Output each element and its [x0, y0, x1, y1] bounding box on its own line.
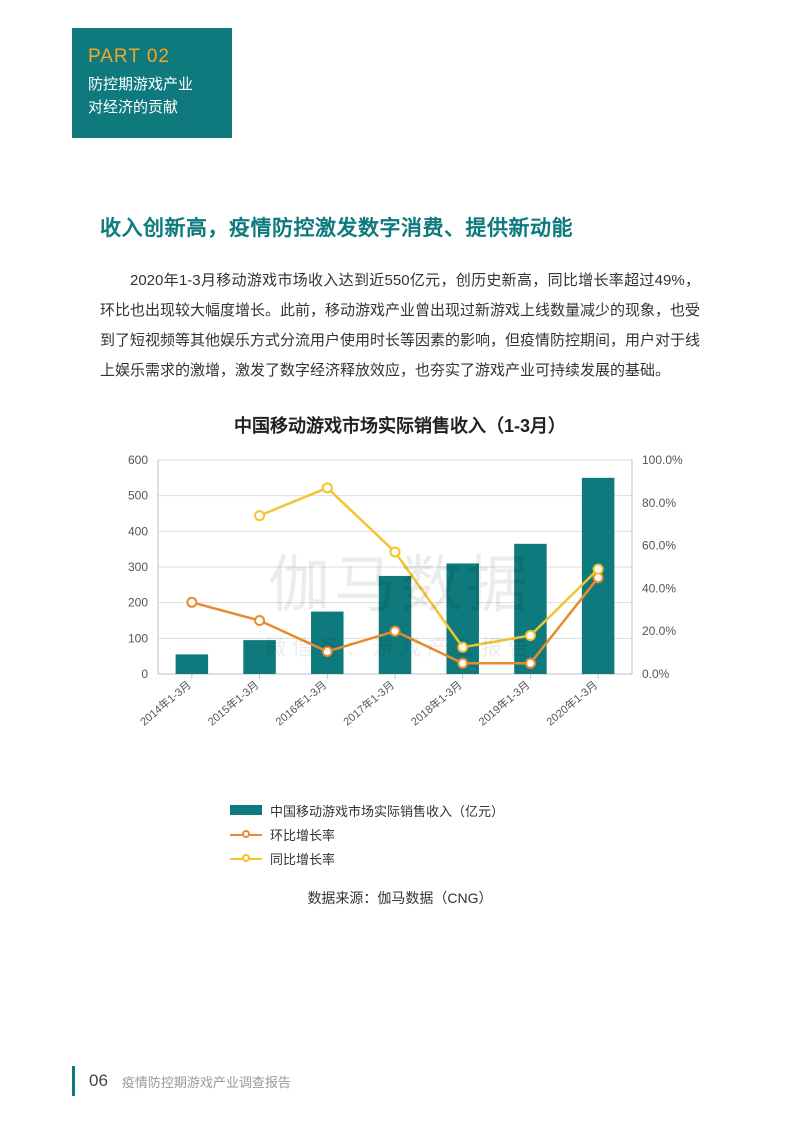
svg-text:80.0%: 80.0%: [642, 496, 676, 510]
svg-text:0.0%: 0.0%: [642, 667, 670, 681]
page-footer: 06 疫情防控期游戏产业调查报告: [72, 1066, 291, 1096]
svg-text:2016年1-3月: 2016年1-3月: [272, 678, 329, 729]
svg-text:500: 500: [128, 489, 148, 503]
legend-swatch-line-qoq: [230, 829, 262, 839]
footer-title: 疫情防控期游戏产业调查报告: [122, 1072, 291, 1091]
chart-container: 0 100 200 300 400 500 600 0.0% 20.0% 40.0% 60.0% 80…: [100, 450, 700, 790]
page-number: 06: [89, 1071, 108, 1091]
svg-text:2014年1-3月: 2014年1-3月: [137, 678, 194, 729]
part-subtitle: 防控期游戏产业 对经济的贡献: [88, 74, 216, 119]
main-content: 收入创新高，疫情防控激发数字消费、提供新动能 2020年1-3月移动游戏市场收入…: [100, 212, 700, 908]
part-header: PART 02 防控期游戏产业 对经济的贡献: [72, 28, 232, 138]
legend-swatch-line-yoy: [230, 853, 262, 863]
legend-swatch-bar: [230, 805, 262, 815]
revenue-chart: 0 100 200 300 400 500 600 0.0% 20.0% 40.0% 60.0% 80…: [100, 450, 700, 780]
chart-title: 中国移动游戏市场实际销售收入（1-3月）: [100, 412, 700, 438]
svg-text:200: 200: [128, 596, 148, 610]
legend-label: 环比增长率: [270, 825, 335, 844]
svg-text:2018年1-3月: 2018年1-3月: [408, 678, 465, 729]
legend-label: 中国移动游戏市场实际销售收入（亿元）: [270, 801, 504, 820]
part-number: PART 02: [88, 46, 216, 68]
data-source: 数据来源：伽马数据（CNG）: [100, 888, 700, 908]
svg-text:2015年1-3月: 2015年1-3月: [205, 678, 262, 729]
svg-text:100.0%: 100.0%: [642, 453, 683, 467]
section-title: 收入创新高，疫情防控激发数字消费、提供新动能: [100, 212, 700, 242]
legend-item-qoq: 环比增长率: [230, 822, 700, 846]
svg-text:300: 300: [128, 560, 148, 574]
chart-legend: 中国移动游戏市场实际销售收入（亿元） 环比增长率 同比增长率: [230, 798, 700, 870]
svg-text:0: 0: [141, 667, 148, 681]
legend-item-bars: 中国移动游戏市场实际销售收入（亿元）: [230, 798, 700, 822]
svg-text:40.0%: 40.0%: [642, 581, 676, 595]
svg-text:20.0%: 20.0%: [642, 624, 676, 638]
svg-text:2017年1-3月: 2017年1-3月: [340, 678, 397, 729]
svg-text:2019年1-3月: 2019年1-3月: [476, 678, 533, 729]
legend-label: 同比增长率: [270, 849, 335, 868]
svg-text:60.0%: 60.0%: [642, 539, 676, 553]
svg-text:400: 400: [128, 524, 148, 538]
svg-text:2020年1-3月: 2020年1-3月: [543, 678, 600, 729]
footer-accent-bar: [72, 1066, 75, 1096]
svg-text:600: 600: [128, 453, 148, 467]
body-paragraph: 2020年1-3月移动游戏市场收入达到近550亿元，创历史新高，同比增长率超过4…: [100, 266, 700, 386]
legend-item-yoy: 同比增长率: [230, 846, 700, 870]
svg-text:100: 100: [128, 631, 148, 645]
